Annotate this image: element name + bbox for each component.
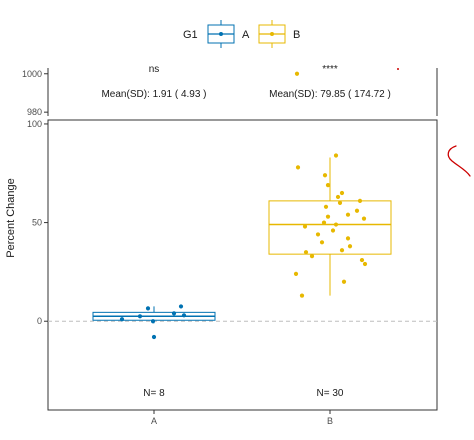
y-tick-label-upper: 1000 [22,69,42,79]
legend-key-a [207,20,235,48]
data-point [341,279,347,284]
upper-y-ticks: 980 1000 [22,69,48,117]
data-point [325,183,331,188]
y-axis-label: Percent Change [5,178,17,258]
legend-point [219,32,223,36]
legend-label-a: A [242,29,250,41]
data-point [299,293,305,298]
red-annotation-mark [397,68,399,70]
data-point [330,228,336,233]
data-point [345,236,351,241]
lower-y-ticks: 0 50 100 [27,119,48,326]
data-point [339,248,345,253]
data-point [293,271,299,276]
mean-sd-label-a: Mean(SD): 1.91 ( 4.93 ) [101,89,206,100]
red-hand-drawn-mark [447,145,471,177]
x-tick-label: A [151,416,157,426]
data-point [145,306,151,311]
data-point [321,220,327,225]
data-point [309,254,315,259]
legend-title: G1 [183,29,198,41]
data-point [150,319,156,324]
data-point [359,257,365,263]
data-point [303,250,309,255]
signif-label-b: **** [322,64,338,75]
points-b [293,153,368,298]
n-label-b: N= 30 [317,388,344,399]
data-point [171,311,177,316]
data-point [361,216,367,221]
data-point [302,224,308,229]
x-tick-label: B [327,416,333,426]
data-point [347,244,353,249]
signif-label-a: ns [149,64,160,75]
data-point [295,165,301,170]
data-point [322,173,328,178]
points-a [119,304,187,340]
data-point-upper [294,71,300,76]
data-point [151,334,157,340]
box-iqr [268,200,392,255]
data-point [362,261,368,267]
lower-panel-border [47,119,438,411]
data-point [181,313,187,318]
data-point [325,214,331,219]
data-point [178,304,184,309]
box-b [268,157,392,296]
n-label-a: N= 8 [143,388,165,399]
y-tick-label-upper: 980 [27,107,42,117]
mean-sd-label-b: Mean(SD): 79.85 ( 174.72 ) [269,89,391,100]
data-point [315,232,321,237]
data-point [333,222,339,227]
data-point [323,204,329,209]
y-tick-label: 50 [32,218,42,228]
legend-label-b: B [293,29,300,41]
y-tick-label: 100 [27,119,42,129]
data-point [319,240,325,245]
data-point [337,200,343,205]
data-point [333,153,339,158]
data-point [137,314,143,319]
data-point [354,208,360,213]
data-point [335,194,341,200]
legend: G1 A B [183,20,300,48]
legend-point [270,32,274,36]
data-point [357,198,363,203]
legend-key-b [258,20,286,48]
y-tick-label: 0 [37,316,42,326]
data-point [119,317,125,322]
data-point [339,190,345,196]
data-point [345,212,351,217]
upper-points [294,71,300,76]
